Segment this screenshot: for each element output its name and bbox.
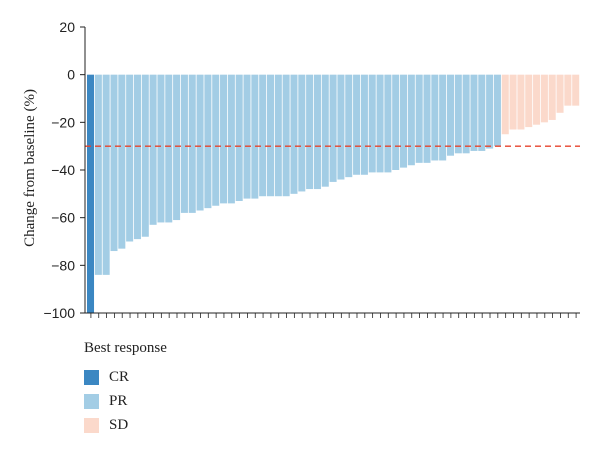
bar-pr [259, 74, 267, 197]
bar-pr [149, 74, 157, 225]
bar-pr [368, 74, 376, 173]
bar-pr [196, 74, 204, 211]
legend-item-sd: SD [84, 413, 167, 437]
bar-pr [220, 74, 228, 204]
bar-sd [525, 74, 533, 128]
bar-pr [227, 74, 235, 204]
legend-label-pr: PR [109, 392, 128, 409]
bar-pr [118, 74, 126, 249]
bar-sd [548, 74, 556, 120]
legend-label-sd: SD [109, 416, 129, 433]
bar-sd [509, 74, 517, 130]
bar-pr [446, 74, 454, 156]
legend-item-cr: CR [84, 365, 167, 389]
y-tick-label: −20 [51, 114, 75, 130]
bar-pr [94, 74, 102, 275]
bar-pr [165, 74, 173, 223]
bar-sd [564, 74, 572, 106]
bar-pr [274, 74, 282, 197]
legend-swatch-cr [84, 369, 99, 385]
bar-pr [423, 74, 431, 163]
bar-sd [556, 74, 564, 113]
bar-pr [110, 74, 118, 252]
bar-pr [298, 74, 306, 192]
y-tick-label: −60 [51, 210, 75, 226]
bar-pr [235, 74, 243, 201]
bar-sd [501, 74, 509, 135]
bar-pr [313, 74, 321, 190]
bar-pr [407, 74, 415, 166]
bar-pr [439, 74, 447, 161]
bars-group [87, 74, 580, 313]
bar-pr [266, 74, 275, 197]
bar-sd [533, 74, 541, 125]
legend-swatch-sd [84, 417, 99, 433]
bar-pr [486, 74, 494, 149]
bar-pr [321, 74, 329, 187]
bar-pr [415, 74, 423, 163]
bar-pr [353, 74, 361, 175]
bar-pr [400, 74, 408, 168]
bar-pr [282, 74, 290, 197]
bar-pr [337, 74, 345, 180]
y-tick-label: −40 [51, 162, 75, 178]
bar-sd [572, 74, 580, 106]
y-tick-label: −80 [51, 257, 75, 273]
bar-pr [384, 74, 392, 173]
bar-pr [133, 74, 141, 240]
bar-pr [376, 74, 384, 173]
bar-sd [540, 74, 548, 123]
y-tick-label: 20 [59, 19, 75, 35]
legend-swatch-pr [84, 393, 99, 409]
bar-pr [212, 74, 220, 206]
y-axis-ticks: 20 0 −20 −40 −60 −80 −100 [43, 19, 85, 321]
bar-pr [470, 74, 478, 151]
bar-pr [306, 74, 314, 190]
bar-pr [157, 74, 165, 223]
bar-pr [345, 74, 353, 178]
bar-pr [102, 74, 110, 275]
bar-pr [141, 74, 149, 237]
bar-pr [478, 74, 486, 151]
y-axis-title: Change from baseline (%) [22, 89, 38, 247]
legend: Best response CR PR SD [84, 340, 167, 437]
bar-sd [517, 74, 525, 130]
bar-pr [462, 74, 470, 154]
legend-label-cr: CR [109, 368, 130, 385]
y-tick-label: 0 [67, 67, 75, 83]
bar-pr [251, 74, 259, 199]
bar-pr [173, 74, 181, 221]
legend-title: Best response [84, 340, 167, 356]
bar-pr [188, 74, 196, 213]
x-axis-ticks [90, 313, 577, 318]
bar-pr [360, 74, 368, 175]
bar-pr [454, 74, 462, 154]
bar-pr [180, 74, 188, 213]
bar-pr [243, 74, 251, 199]
legend-item-pr: PR [84, 389, 167, 413]
bar-pr [290, 74, 298, 194]
bar-pr [431, 74, 439, 161]
bar-cr [87, 74, 95, 313]
bar-pr [493, 74, 501, 147]
bar-pr [329, 74, 337, 182]
bar-pr [204, 74, 212, 209]
y-tick-label: −100 [43, 305, 75, 321]
bar-pr [126, 74, 134, 242]
bar-pr [392, 74, 400, 170]
